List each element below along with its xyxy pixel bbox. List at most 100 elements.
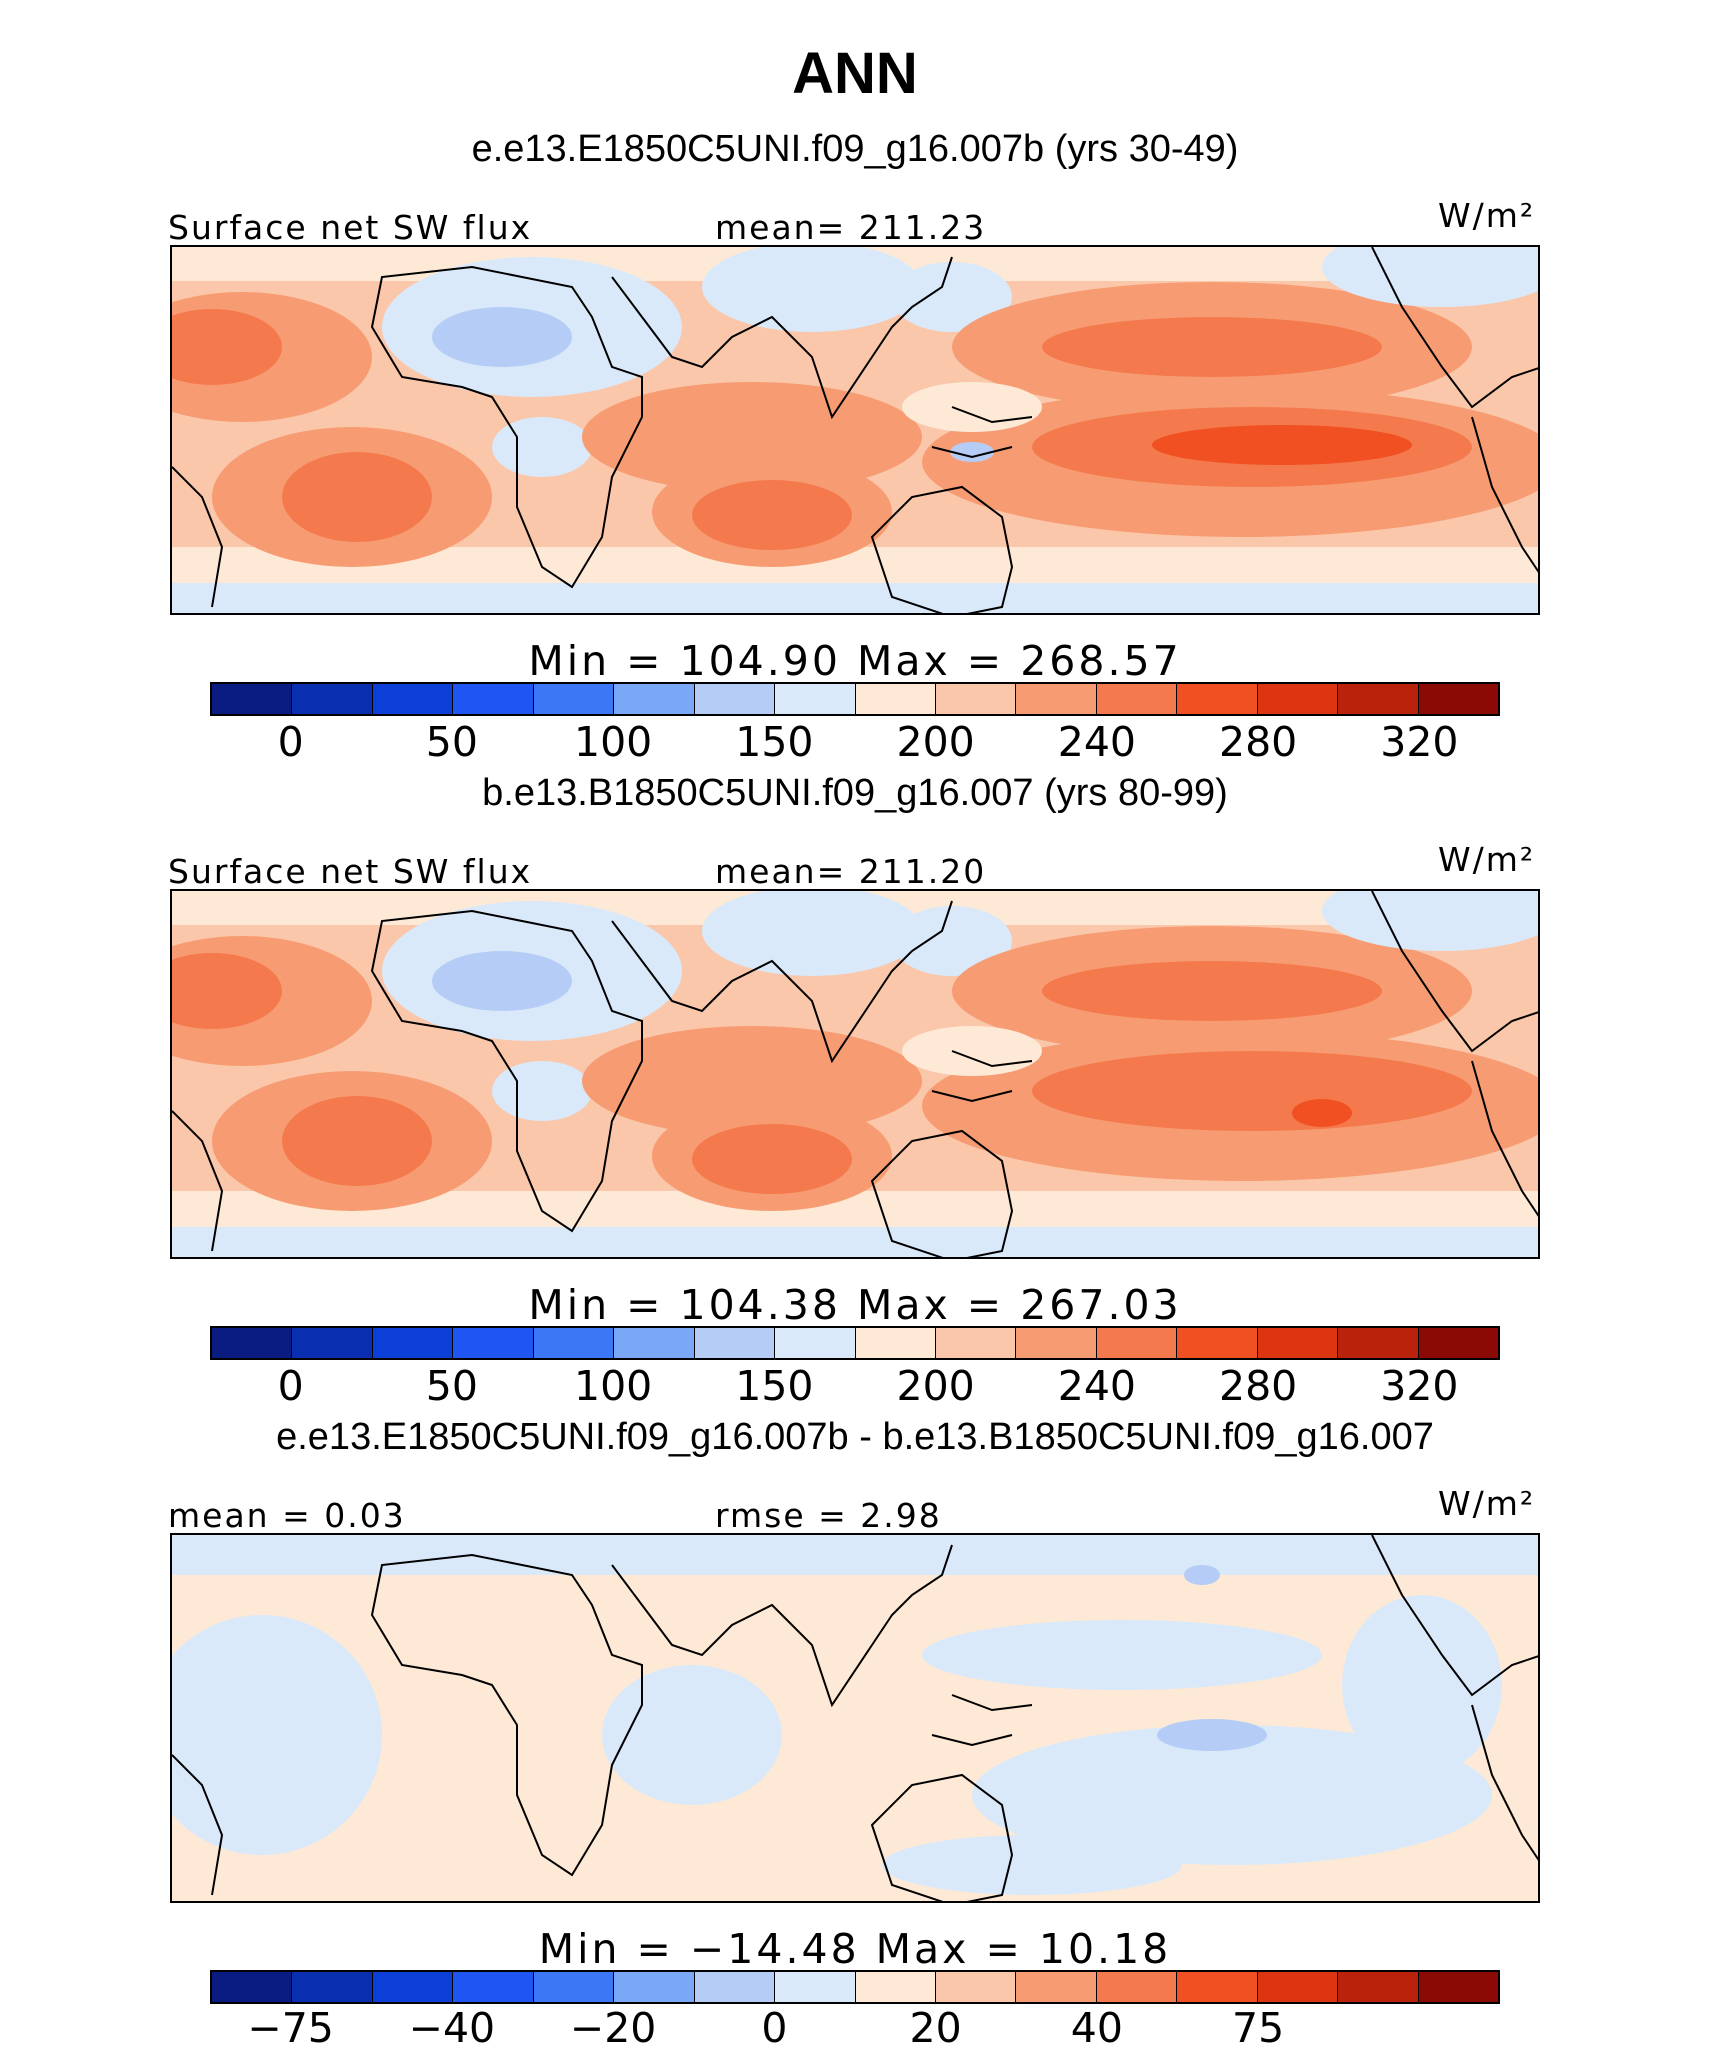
panel-2-units-label: W/m² [1438, 840, 1536, 879]
colorbar-swatch [935, 1328, 1017, 1358]
colorbar-tick-label: 150 [735, 1362, 814, 1410]
colorbar-swatch [855, 1328, 936, 1358]
colorbar-swatch [775, 1328, 856, 1358]
colorbar-tick-label: 150 [735, 718, 814, 766]
colorbar-swatch [292, 1972, 373, 2002]
colorbar-swatch [1177, 1972, 1258, 2002]
panel-3-minmax: Min = −14.48 Max = 10.18 [538, 1925, 1172, 1973]
field-s-pacific-core [1157, 1719, 1267, 1751]
field-n-atlantic-core [172, 953, 282, 1029]
colorbar-swatch [775, 684, 856, 714]
field-south-band [172, 1225, 1538, 1257]
coast-s-america-west [1471, 416, 1538, 573]
coast-australia [870, 485, 1014, 613]
colorbar-swatch [453, 684, 534, 714]
coast-islands [931, 406, 1033, 459]
panel-2-colorbar [210, 1326, 1500, 1360]
colorbar-swatch [855, 1972, 936, 2002]
colorbar-tick-label: 0 [761, 2004, 788, 2051]
coast-asia [611, 1544, 953, 1708]
panel-1-field [172, 247, 1538, 613]
colorbar-tick-label: 200 [896, 718, 975, 766]
coast-n-america [1371, 891, 1538, 1053]
field-maritime [902, 382, 1042, 432]
colorbar-swatch [694, 1328, 776, 1358]
colorbar-swatch [212, 1328, 293, 1358]
colorbar-swatch [1096, 1328, 1178, 1358]
field-n-pacific-core [1042, 317, 1382, 377]
colorbar-tick-label: 100 [573, 718, 653, 766]
colorbar-tick-label: 40 [1070, 2004, 1123, 2051]
field-south-band [172, 581, 1538, 613]
field-atlantic-neg [172, 1615, 382, 1855]
coast-islands [931, 1050, 1033, 1103]
coast-africa [370, 265, 643, 589]
colorbar-swatch [1418, 684, 1498, 714]
field-s-pacific-core [1032, 1051, 1472, 1131]
coast-s-america [172, 466, 224, 608]
field-congo [492, 417, 592, 477]
colorbar-swatch [1016, 1972, 1097, 2002]
panel-3-title: e.e13.E1850C5UNI.f09_g16.007b - b.e13.B1… [276, 1416, 1434, 1458]
field-congo [492, 1061, 592, 1121]
panel-3-rmse-label: rmse = 2.98 [715, 1496, 942, 1535]
colorbar-swatch [614, 1328, 695, 1358]
colorbar-swatch [533, 1972, 615, 2002]
colorbar-swatch [372, 1972, 454, 2002]
colorbar-swatch [453, 1328, 534, 1358]
colorbar-tick-label: 320 [1380, 718, 1459, 766]
field-n-pacific-spot [1184, 1565, 1220, 1585]
field-n-pacific-neg [922, 1620, 1322, 1690]
colorbar-swatch [1257, 1972, 1339, 2002]
colorbar-tick-label: −20 [569, 2004, 657, 2051]
colorbar-tick-label: −40 [408, 2004, 496, 2051]
colorbar-tick-label: 240 [1057, 1362, 1137, 1410]
field-s-atlantic-core [282, 452, 432, 542]
coastlines [172, 1535, 1538, 1901]
colorbar-swatch [1418, 1328, 1498, 1358]
colorbar-tick-label: 20 [909, 2004, 962, 2051]
colorbar-swatch [533, 684, 615, 714]
field-s-pacific-peak [1292, 1099, 1352, 1127]
coast-australia [870, 1773, 1014, 1901]
colorbar-swatch [694, 684, 776, 714]
colorbar-swatch [614, 1972, 695, 2002]
panel-2-mean-label: mean= 211.20 [715, 852, 987, 891]
colorbar-swatch [1338, 1972, 1419, 2002]
field-china [892, 262, 1012, 332]
colorbar-swatch [855, 684, 936, 714]
colorbar-swatch [1338, 1328, 1419, 1358]
colorbar-swatch [1016, 684, 1097, 714]
colorbar-swatch [1257, 1328, 1339, 1358]
colorbar-swatch [1177, 1328, 1258, 1358]
colorbar-swatch [292, 1328, 373, 1358]
field-s-indian-neg [882, 1835, 1182, 1895]
colorbar-swatch [694, 1972, 776, 2002]
colorbar-swatch [1338, 684, 1419, 714]
field-tibet [702, 891, 922, 976]
colorbar-swatch [614, 684, 695, 714]
colorbar-tick-label: 0 [277, 718, 304, 766]
colorbar-tick-label: 240 [1057, 718, 1137, 766]
panel-2-variable-label: Surface net SW flux [168, 852, 533, 891]
colorbar-tick-label: 100 [573, 1362, 653, 1410]
field-s-pacific-neg [972, 1725, 1492, 1865]
field-indian-neg [602, 1665, 782, 1805]
coast-africa [370, 1553, 643, 1877]
colorbar-tick-label: −75 [247, 2004, 334, 2051]
panel-1-colorbar-ticks: 0 50 100 150 200 240 280 320 [0, 718, 1710, 768]
field-n-atlantic-core [172, 309, 282, 385]
colorbar-tick-label: 75 [1232, 2004, 1285, 2051]
colorbar-swatch [775, 1972, 856, 2002]
panel-1-colorbar [210, 682, 1500, 716]
field-china [892, 906, 1012, 976]
panel-3-map [170, 1533, 1540, 1903]
colorbar-tick-label: 50 [425, 718, 478, 766]
panel-1-map [170, 245, 1540, 615]
panel-3-field [172, 1535, 1538, 1901]
field-s-pacific-peak [1152, 425, 1412, 465]
coastlines [172, 247, 1538, 613]
coast-asia [611, 900, 953, 1064]
field-s-indian-core [692, 480, 852, 550]
coast-s-america-west [1471, 1060, 1538, 1217]
